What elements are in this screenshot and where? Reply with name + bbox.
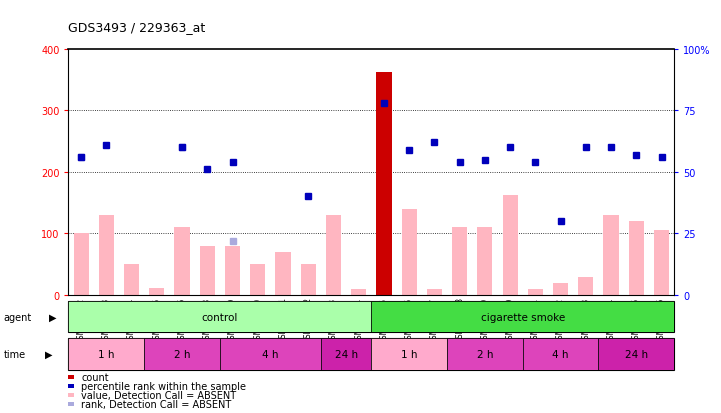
Bar [452,228,467,295]
Text: cigarette smoke: cigarette smoke [481,312,565,322]
Text: 24 h: 24 h [624,349,648,359]
Text: control: control [202,312,238,322]
Text: 2 h: 2 h [477,349,493,359]
Bar [503,196,518,295]
Text: value, Detection Call = ABSENT: value, Detection Call = ABSENT [81,390,236,400]
Bar [376,73,392,295]
Bar [149,288,164,295]
Text: ▶: ▶ [49,312,56,322]
Bar [301,265,316,295]
Text: 1 h: 1 h [98,349,115,359]
Text: GDS3493 / 229363_at: GDS3493 / 229363_at [68,21,205,33]
Bar [68,339,144,370]
Bar [144,339,220,370]
Text: percentile rank within the sample: percentile rank within the sample [81,381,247,391]
Text: count: count [81,372,109,382]
Bar [225,246,240,295]
Text: 4 h: 4 h [262,349,278,359]
Bar [598,339,674,370]
Bar [371,301,674,332]
Text: time: time [4,349,26,359]
Bar [427,289,442,295]
Bar [528,289,543,295]
Bar [326,216,341,295]
Text: 1 h: 1 h [401,349,417,359]
Bar [321,339,371,370]
Bar [447,339,523,370]
Bar [99,216,114,295]
Bar [523,339,598,370]
Bar [603,216,619,295]
Bar [402,209,417,295]
Bar [174,228,190,295]
Bar [124,265,139,295]
Bar [553,283,568,295]
Bar [275,252,291,295]
Bar [654,231,669,295]
Bar [68,301,371,332]
Text: agent: agent [4,312,32,322]
Bar [477,228,492,295]
Bar [629,221,644,295]
Bar [371,339,447,370]
Text: ▶: ▶ [45,349,52,359]
Text: rank, Detection Call = ABSENT: rank, Detection Call = ABSENT [81,399,231,409]
Text: 4 h: 4 h [552,349,569,359]
Bar [578,277,593,295]
Bar [74,234,89,295]
Text: 2 h: 2 h [174,349,190,359]
Text: 24 h: 24 h [335,349,358,359]
Bar [200,246,215,295]
Bar [351,289,366,295]
Bar [220,339,321,370]
Bar [250,265,265,295]
